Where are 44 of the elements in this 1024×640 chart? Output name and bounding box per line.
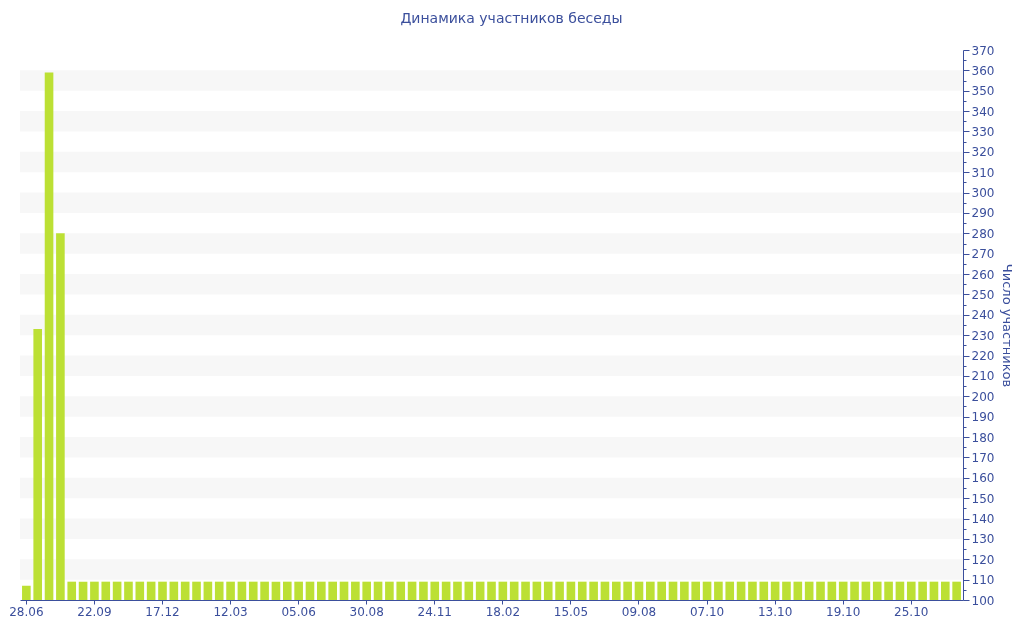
y-tick-label: 320 bbox=[971, 145, 995, 160]
x-tick-label: 22.09 bbox=[77, 604, 112, 619]
x-tick-label: 09.08 bbox=[621, 604, 657, 619]
y-axis-title: Число участников bbox=[1000, 263, 1016, 388]
y-tick-label: 370 bbox=[971, 43, 995, 58]
y-tick-label: 110 bbox=[971, 573, 995, 588]
y-tick-label: 120 bbox=[971, 552, 995, 567]
x-tick-label: 24.11 bbox=[417, 604, 452, 619]
y-tick-label: 190 bbox=[971, 410, 995, 425]
y-tick-label: 130 bbox=[971, 532, 995, 547]
x-tick-label: 17.12 bbox=[145, 604, 180, 619]
y-tick-label: 180 bbox=[971, 430, 995, 445]
y-tick-label: 230 bbox=[971, 328, 995, 343]
y-tick-label: 330 bbox=[971, 124, 995, 139]
y-tick-label: 340 bbox=[971, 104, 995, 119]
y-tick-label: 260 bbox=[971, 267, 995, 282]
x-tick-label: 13.10 bbox=[757, 604, 793, 619]
x-tick-label: 25.10 bbox=[894, 604, 929, 619]
y-tick-label: 280 bbox=[971, 226, 995, 241]
y-tick-label: 250 bbox=[971, 287, 995, 302]
y-tick-label: 300 bbox=[971, 186, 995, 201]
y-tick-label: 310 bbox=[971, 165, 995, 180]
x-tick-label: 18.02 bbox=[485, 604, 521, 619]
x-tick-label: 28.06 bbox=[9, 604, 44, 619]
y-tick-label: 160 bbox=[971, 471, 995, 486]
x-tick-label: 07.10 bbox=[689, 604, 725, 619]
y-tick-label: 350 bbox=[971, 84, 995, 99]
x-tick-label: 12.03 bbox=[213, 604, 248, 619]
x-tick-label: 15.05 bbox=[553, 604, 589, 619]
y-tick-label: 220 bbox=[971, 349, 995, 364]
y-tick-label: 270 bbox=[971, 247, 995, 262]
y-tick-label: 210 bbox=[971, 369, 995, 384]
y-tick-label: 360 bbox=[971, 63, 995, 78]
y-tick-label: 200 bbox=[971, 389, 995, 404]
chart-title: Динамика участников беседы bbox=[400, 10, 623, 26]
y-tick-label: 290 bbox=[971, 206, 995, 221]
y-tick-label: 100 bbox=[971, 593, 995, 608]
y-tick-label: 140 bbox=[971, 512, 995, 527]
y-tick-label: 240 bbox=[971, 308, 995, 323]
y-tick-label: 170 bbox=[971, 450, 995, 465]
x-tick-label: 30.08 bbox=[349, 604, 384, 619]
y-tick-label: 150 bbox=[971, 491, 995, 506]
x-tick-label: 05.06 bbox=[281, 604, 316, 619]
x-tick-label: 19.10 bbox=[826, 604, 861, 619]
